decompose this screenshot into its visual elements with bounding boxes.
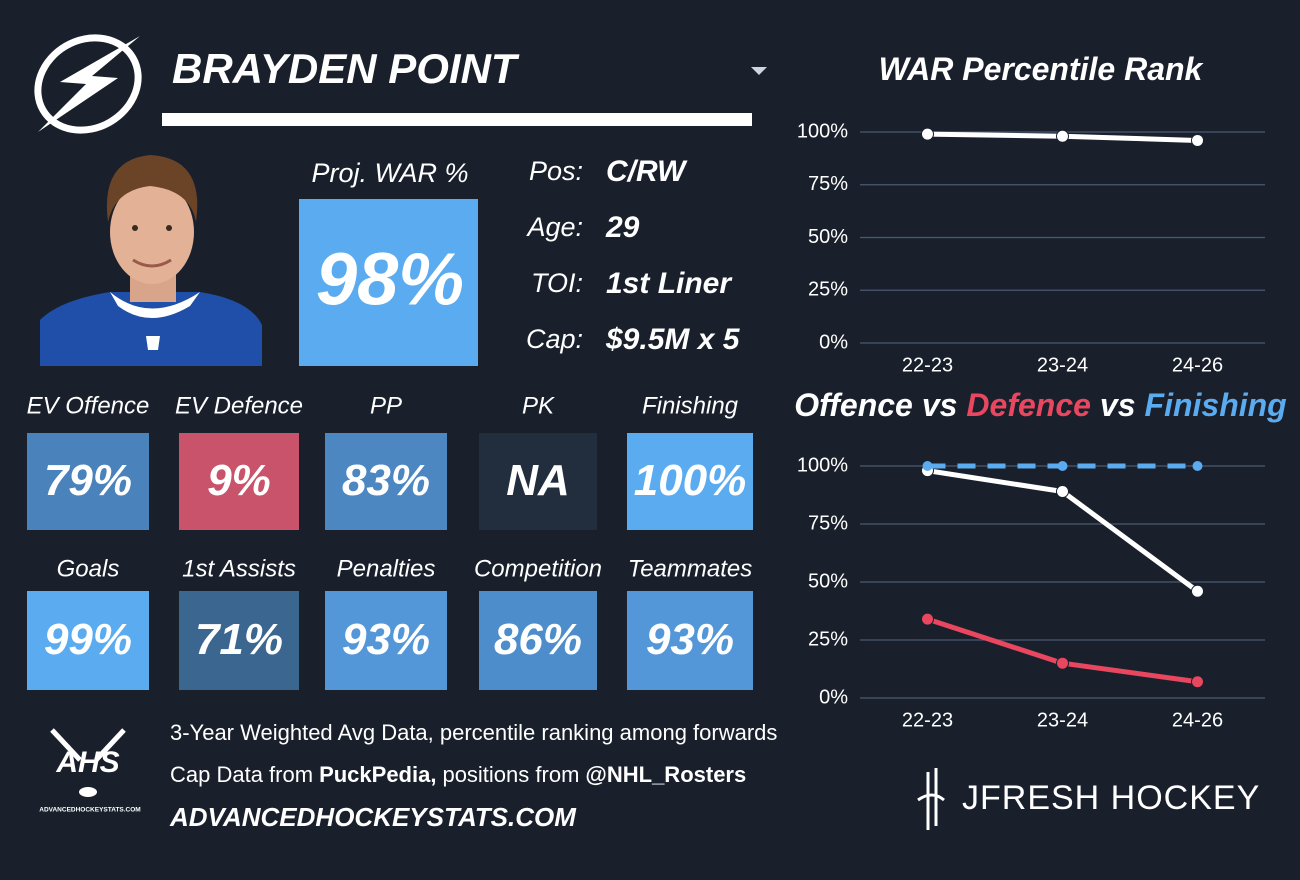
data-point xyxy=(922,461,933,471)
team-logo xyxy=(34,34,142,134)
source-part: @NHL_Rosters xyxy=(585,762,746,787)
tile-value: 71% xyxy=(195,615,283,664)
tile-value: 100% xyxy=(634,456,747,505)
source-part: PuckPedia, xyxy=(319,762,436,787)
tile-value: 99% xyxy=(44,615,132,664)
tile-value: 86% xyxy=(494,615,582,664)
tile-value: 9% xyxy=(207,456,271,505)
footer-note: 3-Year Weighted Avg Data, percentile ran… xyxy=(170,720,777,745)
tile xyxy=(179,591,299,690)
tile xyxy=(179,433,299,530)
tile xyxy=(479,591,597,690)
tile-label: EV Offence xyxy=(27,392,150,419)
data-point xyxy=(1056,485,1069,499)
x-tick-label: 24-26 xyxy=(1172,354,1223,376)
data-point xyxy=(1056,129,1069,143)
tile-label: PK xyxy=(522,392,555,419)
stat-tiles: EV Offence 79% EV Defence 9% PP 83% PK NA Finish… xyxy=(27,392,753,690)
dropdown[interactable] xyxy=(751,67,767,75)
tile-label: Teammates xyxy=(628,555,753,582)
y-tick-label: 75% xyxy=(808,512,848,534)
tile-value: 93% xyxy=(342,615,430,664)
info-value: 29 xyxy=(605,211,640,244)
footer-sources: Cap Data from PuckPedia, positions from @NH… xyxy=(170,762,746,787)
tile-label: Penalties xyxy=(337,555,436,582)
title-part: WAR Percentile Rank xyxy=(879,51,1205,87)
info-label: Age: xyxy=(525,212,583,242)
x-tick-label: 24-26 xyxy=(1172,709,1223,731)
charts: WAR Percentile Rank 0% 25% 50% 75% 100% 22-23 2… xyxy=(794,51,1286,731)
info-value: C/RW xyxy=(606,155,688,188)
chart-title: WAR Percentile Rank xyxy=(879,51,1205,87)
data-point xyxy=(1057,461,1068,471)
tile xyxy=(479,433,597,530)
chart-title: Offence vs Defence vs Finishing xyxy=(794,387,1286,423)
y-tick-label: 50% xyxy=(808,570,848,592)
tile-label: PP xyxy=(370,392,402,419)
tile xyxy=(27,591,149,690)
x-tick-label: 22-23 xyxy=(902,709,953,731)
data-point xyxy=(1191,675,1204,689)
tile-label: EV Defence xyxy=(175,392,303,419)
y-tick-label: 0% xyxy=(819,331,848,353)
source-part: Cap Data from xyxy=(170,762,313,787)
title-part: Defence xyxy=(966,387,1091,423)
x-tick-label: 23-24 xyxy=(1037,354,1088,376)
data-point xyxy=(1056,656,1069,670)
y-tick-label: 25% xyxy=(808,279,848,301)
y-tick-label: 0% xyxy=(819,686,848,708)
ahs-caption: ADVANCEDHOCKEYSTATS.COM xyxy=(39,807,140,814)
tile xyxy=(325,591,447,690)
footer-site: ADVANCEDHOCKEYSTATS.COM xyxy=(169,802,577,832)
data-point xyxy=(1191,133,1204,147)
y-tick-label: 25% xyxy=(808,628,848,650)
data-point xyxy=(921,127,934,141)
info-label: Pos: xyxy=(529,156,583,186)
title-part: Finishing xyxy=(1145,387,1287,423)
x-tick-label: 22-23 xyxy=(902,354,953,376)
tile xyxy=(27,433,149,530)
tile-label: Finishing xyxy=(642,392,739,419)
player-photo xyxy=(40,155,262,366)
info-label: TOI: xyxy=(531,268,583,298)
source-part: positions from xyxy=(442,762,579,787)
projection-tile xyxy=(299,199,478,366)
ahs-title: AHS xyxy=(55,746,119,779)
brand-logo xyxy=(917,768,945,830)
data-point xyxy=(1191,584,1204,598)
tile-value: 83% xyxy=(342,456,430,505)
info-label: Cap: xyxy=(526,324,583,354)
y-tick-label: 100% xyxy=(797,454,848,476)
title-part: vs xyxy=(922,387,958,423)
name-underline xyxy=(162,113,752,126)
tile-value: 79% xyxy=(44,456,132,505)
tile xyxy=(325,433,447,530)
data-point xyxy=(1192,461,1203,471)
y-tick-label: 100% xyxy=(797,120,848,142)
y-tick-label: 75% xyxy=(808,173,848,195)
tile-label: Goals xyxy=(57,555,120,582)
tile xyxy=(627,433,753,530)
projection-value: 98% xyxy=(316,238,464,321)
projection: Proj. WAR % 98% xyxy=(299,158,478,366)
info-value: $9.5M x 5 xyxy=(605,323,741,356)
tile-value: NA xyxy=(506,456,570,505)
title-part: Offence xyxy=(794,387,913,423)
player-name: BRAYDEN POINT xyxy=(172,45,520,92)
title-part: vs xyxy=(1100,387,1136,423)
x-tick-label: 23-24 xyxy=(1037,709,1088,731)
data-point xyxy=(921,612,934,626)
projection-label: Proj. WAR % xyxy=(311,158,468,188)
tile xyxy=(627,591,753,690)
y-tick-label: 50% xyxy=(808,226,848,248)
info-value: 1st Liner xyxy=(606,267,733,300)
player-info: Pos: C/RW Age: 29 TOI: 1st Liner Cap: $9.5M x 5 xyxy=(525,155,740,356)
ahs-logo: AHS ADVANCEDHOCKEYSTATS.COM xyxy=(39,728,141,814)
brand-name: JFRESH HOCKEY xyxy=(962,779,1260,817)
tile-value: 93% xyxy=(646,615,734,664)
tile-label: Competition xyxy=(474,555,602,582)
tile-label: 1st Assists xyxy=(182,555,296,582)
